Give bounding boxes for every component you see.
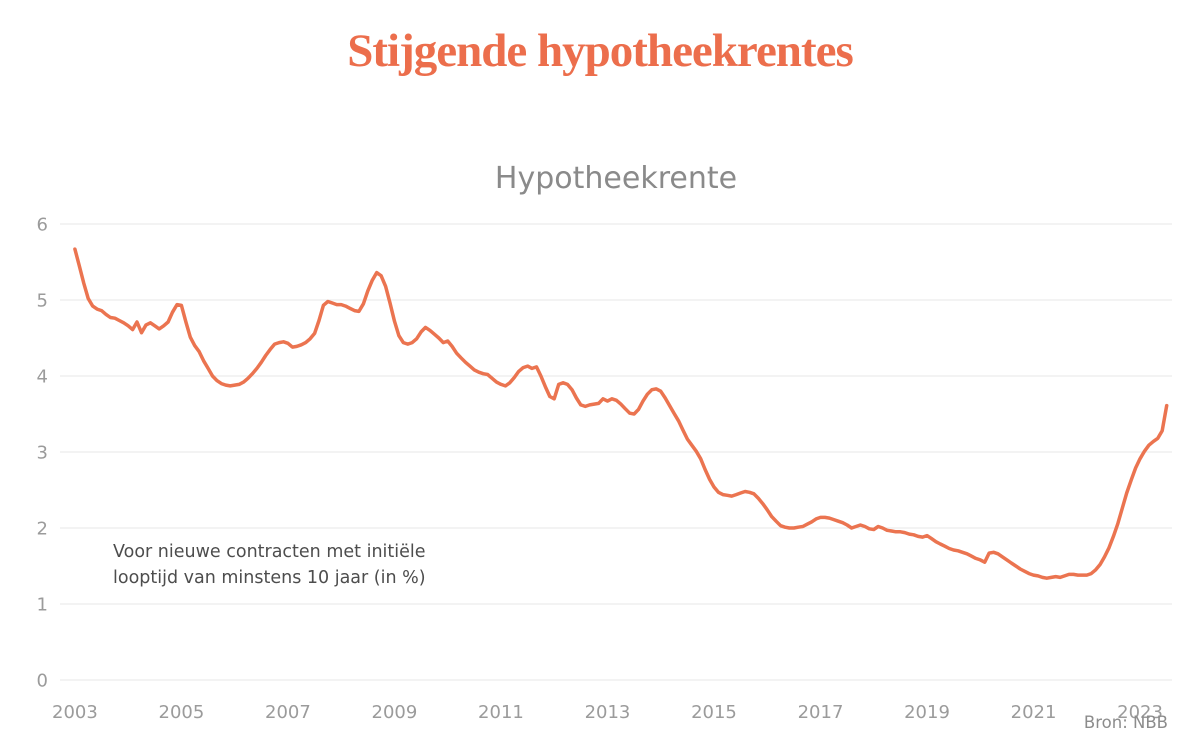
y-tick-label: 4 [37, 367, 48, 388]
y-tick-label: 6 [37, 215, 48, 236]
chart-annotation: Voor nieuwe contracten met initiële loop… [113, 540, 426, 592]
x-tick-label: 2009 [372, 702, 418, 723]
y-tick-label: 5 [37, 291, 48, 312]
x-tick-label: 2019 [904, 702, 950, 723]
x-tick-label: 2013 [585, 702, 631, 723]
x-tick-label: 2023 [1117, 702, 1163, 723]
y-tick-label: 0 [37, 671, 48, 692]
x-tick-label: 2005 [159, 702, 205, 723]
x-tick-label: 2003 [52, 702, 98, 723]
chart-title: Hypotheekrente [494, 161, 738, 196]
y-tick-label: 3 [37, 443, 48, 464]
x-tick-label: 2015 [691, 702, 737, 723]
y-tick-label: 1 [37, 595, 48, 616]
annotation-line-1: Voor nieuwe contracten met initiële [113, 542, 426, 562]
annotation-line-2: looptijd van minstens 10 jaar (in %) [113, 567, 426, 588]
x-tick-label: 2017 [798, 702, 844, 723]
source-label: Bron: NBB [1083, 713, 1168, 732]
mortgage-rate-line [73, 247, 1169, 580]
y-tick-label: 2 [37, 519, 48, 540]
page-title: Stijgende hypotheekrentes [347, 25, 854, 77]
x-tick-label: 2007 [265, 702, 311, 723]
x-tick-label: 2021 [1011, 702, 1057, 723]
x-tick-label: 2011 [478, 702, 524, 723]
